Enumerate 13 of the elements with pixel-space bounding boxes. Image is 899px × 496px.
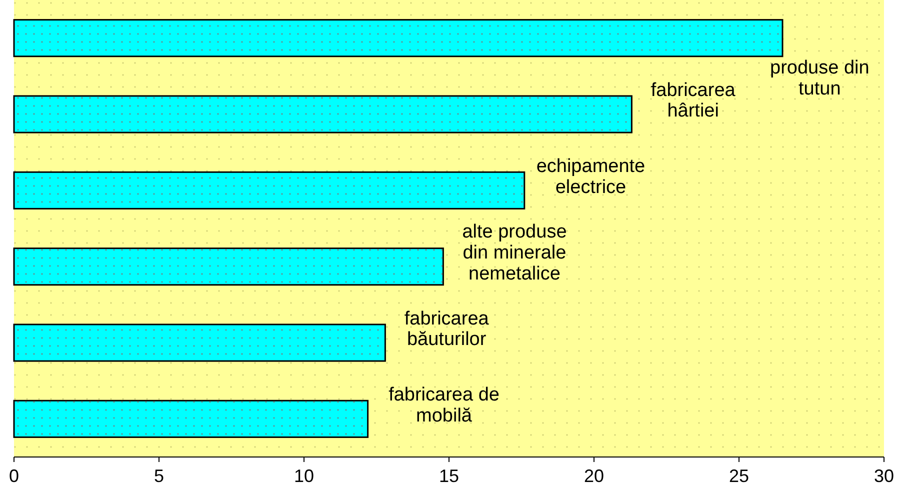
x-tick-label: 10 — [294, 466, 314, 486]
y-tick-label: fabricarea hârtiei — [650, 80, 736, 122]
x-tick-label: 30 — [874, 466, 894, 486]
y-tick-label: produse din tutun — [770, 57, 870, 100]
x-tick-label: 5 — [154, 466, 164, 486]
y-tick-label: echipamente electrice — [536, 156, 646, 198]
x-tick-label: 25 — [728, 466, 750, 486]
y-tick-label: fabricarea de mobilă — [388, 384, 500, 426]
x-tick-label: 15 — [438, 466, 460, 486]
y-tick-label: alte produse din minerale nemetalice — [462, 222, 567, 284]
y-tick-label: fabricarea băuturilor — [404, 308, 490, 350]
x-tick-label: 0 — [8, 466, 20, 486]
x-tick-label: 20 — [584, 466, 604, 486]
